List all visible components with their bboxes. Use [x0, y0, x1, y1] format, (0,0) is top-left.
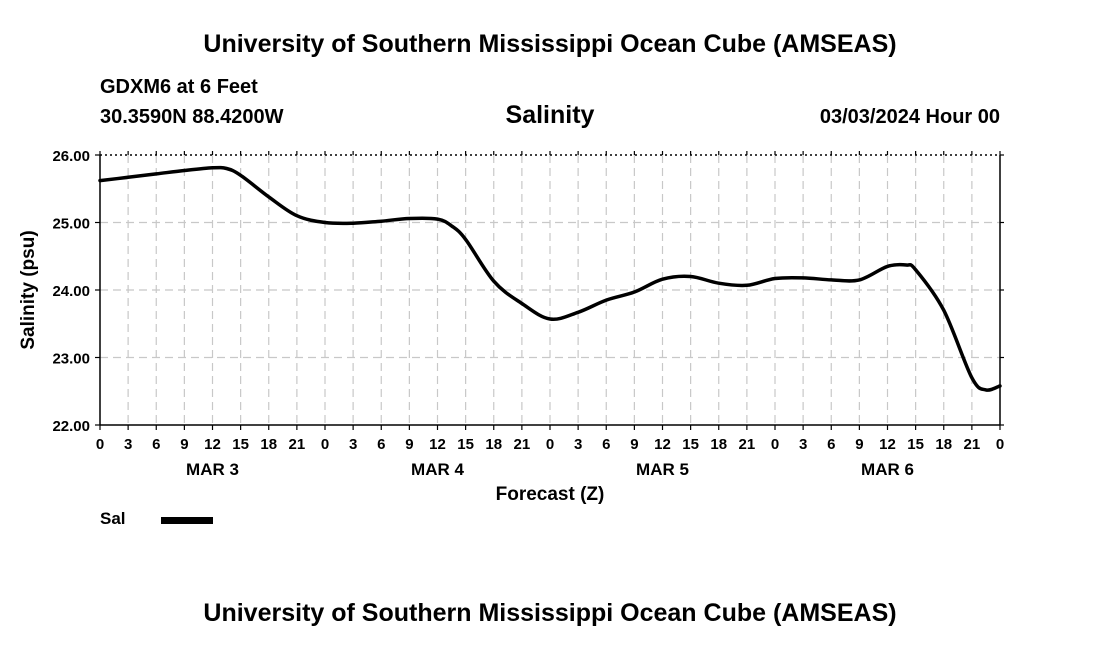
- x-tick-label: 0: [996, 436, 1004, 453]
- x-tick-label: 6: [602, 436, 610, 453]
- x-tick-label: 3: [799, 436, 807, 453]
- x-tick-label: 0: [96, 436, 104, 453]
- forecast-datetime: 03/03/2024 Hour 00: [819, 106, 1000, 128]
- x-tick-label: 15: [232, 436, 249, 453]
- x-tick-label: 6: [377, 436, 385, 453]
- day-label: MAR 6: [861, 460, 914, 479]
- y-tick-label: 25.00: [52, 216, 90, 233]
- x-tick-label: 12: [204, 436, 221, 453]
- y-tick-label: 24.00: [52, 283, 90, 300]
- y-axis-title: Salinity (psu): [18, 230, 39, 349]
- x-tick-label: 3: [349, 436, 357, 453]
- x-tick-label: 21: [964, 436, 981, 453]
- footer-title: University of Southern Mississippi Ocean…: [203, 599, 897, 627]
- x-tick-label: 18: [710, 436, 727, 453]
- x-tick-label: 9: [405, 436, 413, 453]
- coordinates-label: 30.3590N 88.4200W: [100, 106, 284, 128]
- x-axis-title: Forecast (Z): [496, 484, 605, 505]
- x-tick-label: 0: [321, 436, 329, 453]
- x-tick-label: 18: [260, 436, 277, 453]
- legend-label: Sal: [100, 509, 126, 528]
- legend-swatch: [161, 517, 213, 524]
- day-label: MAR 4: [411, 460, 464, 479]
- x-tick-label: 9: [630, 436, 638, 453]
- x-tick-label: 21: [514, 436, 531, 453]
- y-tick-label: 22.00: [52, 418, 90, 435]
- x-tick-label: 21: [289, 436, 306, 453]
- x-tick-label: 3: [124, 436, 132, 453]
- chart-subtitle: Salinity: [505, 101, 595, 129]
- x-tick-label: 12: [654, 436, 671, 453]
- day-label: MAR 3: [186, 460, 239, 479]
- x-tick-label: 9: [180, 436, 188, 453]
- x-tick-label: 12: [429, 436, 446, 453]
- series-line-sal: [98, 165, 1002, 392]
- chart-title: University of Southern Mississippi Ocean…: [203, 30, 897, 58]
- station-label: GDXM6 at 6 Feet: [100, 76, 258, 98]
- x-tick-label: 15: [907, 436, 924, 453]
- x-tick-label: 15: [457, 436, 474, 453]
- x-tick-label: 18: [935, 436, 952, 453]
- x-tick-label: 21: [739, 436, 756, 453]
- x-tick-label: 6: [152, 436, 160, 453]
- y-tick-label: 26.00: [52, 148, 90, 165]
- x-tick-label: 15: [682, 436, 699, 453]
- x-tick-label: 0: [546, 436, 554, 453]
- x-tick-label: 18: [485, 436, 502, 453]
- x-tick-label: 9: [855, 436, 863, 453]
- day-label: MAR 5: [636, 460, 689, 479]
- y-tick-label: 23.00: [52, 351, 90, 368]
- x-tick-label: 12: [879, 436, 896, 453]
- x-tick-label: 6: [827, 436, 835, 453]
- x-tick-label: 3: [574, 436, 582, 453]
- x-tick-label: 0: [771, 436, 779, 453]
